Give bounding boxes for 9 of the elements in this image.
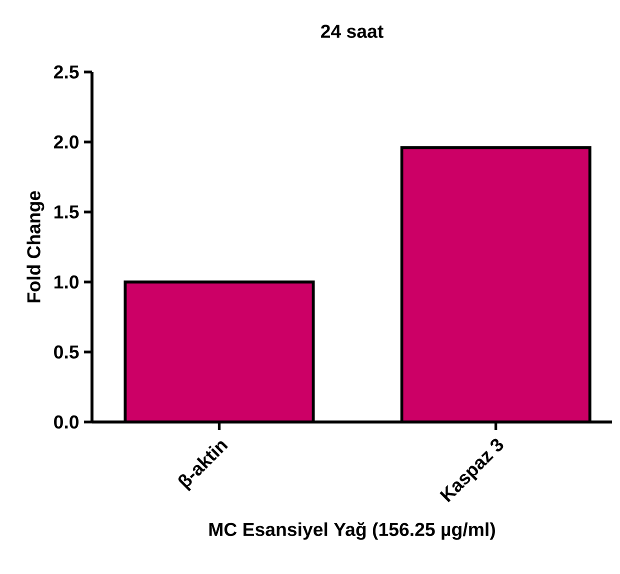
y-tick-label: 1.0 <box>54 275 79 289</box>
y-tick-label: 0.0 <box>54 415 79 429</box>
y-tick-label: 2.0 <box>54 135 79 149</box>
y-tick-label: 1.5 <box>54 205 79 219</box>
x-axis-title: MC Esansiyel Yağ (156.25 µg/ml) <box>209 522 495 540</box>
y-axis-title: Fold Change <box>26 191 44 302</box>
chart-title: 24 saat <box>321 24 384 38</box>
y-tick-label: 2.5 <box>54 65 79 79</box>
y-tick-label: 0.5 <box>54 345 79 359</box>
